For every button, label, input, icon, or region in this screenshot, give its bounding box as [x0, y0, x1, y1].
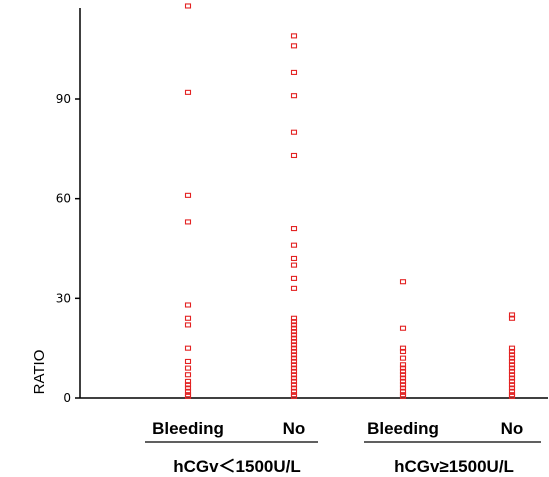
data-point [399, 368, 407, 374]
data-point [399, 345, 407, 351]
data-point [399, 355, 407, 361]
data-point [290, 388, 298, 394]
category-label: Bleeding [152, 419, 224, 438]
y-tick-label: 90 [56, 92, 71, 106]
data-point [290, 319, 298, 325]
data-point [184, 3, 192, 9]
data-point [290, 355, 298, 361]
data-point [290, 242, 298, 248]
data-point [399, 393, 407, 399]
data-point [399, 388, 407, 394]
data-point [399, 372, 407, 378]
data-point [399, 325, 407, 331]
data-point [290, 365, 298, 371]
data-point [399, 362, 407, 368]
data-point [290, 152, 298, 159]
data-point [290, 368, 298, 374]
data-point [184, 372, 192, 378]
category-label: No [283, 419, 306, 438]
data-point [290, 362, 298, 368]
data-point [508, 368, 516, 374]
data-point [290, 325, 298, 331]
data-point [290, 345, 298, 351]
data-point [290, 93, 298, 99]
data-point [184, 393, 192, 399]
data-point [508, 365, 516, 371]
y-tick-label: 0 [63, 391, 71, 405]
data-point [508, 388, 516, 394]
data-point [290, 372, 298, 378]
data-point [290, 382, 298, 388]
data-point [290, 226, 298, 232]
data-point [399, 279, 407, 285]
data-point [508, 375, 516, 381]
data-point [184, 345, 192, 351]
group-label: hCGv≥1500U/L [394, 457, 514, 476]
data-point [508, 358, 516, 365]
data-point [508, 355, 516, 361]
data-point [184, 365, 192, 371]
data-point [290, 262, 298, 268]
data-point [508, 315, 516, 321]
data-point [508, 352, 516, 358]
data-point [399, 348, 407, 355]
data-point [399, 378, 407, 384]
data-point [508, 345, 516, 351]
data-point [184, 192, 192, 198]
data-point [290, 43, 298, 49]
data-point [290, 378, 298, 384]
data-point [508, 348, 516, 355]
data-point [290, 385, 298, 391]
data-point [508, 312, 516, 318]
data-point [399, 385, 407, 391]
data-point [508, 362, 516, 368]
data-point [399, 382, 407, 388]
data-point [508, 385, 516, 391]
data-point [508, 382, 516, 388]
data-point [290, 332, 298, 338]
data-point [290, 275, 298, 281]
data-point [290, 33, 298, 39]
data-point [184, 322, 192, 328]
data-point [508, 393, 516, 399]
data-point [508, 378, 516, 384]
data-point [290, 393, 298, 399]
data-point [184, 388, 192, 394]
data-point [184, 382, 192, 388]
data-point [290, 285, 298, 291]
data-point [184, 358, 192, 365]
data-point [508, 372, 516, 378]
data-point [290, 255, 298, 262]
group-label: hCGv＜1500U/L [173, 457, 301, 476]
data-point [184, 385, 192, 391]
data-point [290, 329, 298, 335]
data-point [184, 219, 192, 225]
data-point [290, 348, 298, 355]
data-point [290, 342, 298, 348]
data-point [290, 375, 298, 381]
y-tick-label: 60 [56, 192, 71, 206]
data-point [184, 315, 192, 321]
category-label: No [501, 419, 524, 438]
data-point [184, 378, 192, 384]
data-point [184, 89, 192, 95]
data-point [399, 375, 407, 381]
data-point [184, 302, 192, 308]
category-label: Bleeding [367, 419, 439, 438]
y-axis-title: RATIO [31, 350, 48, 395]
data-point [290, 335, 298, 341]
data-point [290, 352, 298, 358]
y-tick-label: 30 [56, 291, 71, 305]
data-point [290, 358, 298, 365]
data-point [290, 322, 298, 328]
data-point [290, 338, 298, 345]
data-point [290, 129, 298, 135]
data-point [290, 315, 298, 321]
data-point [399, 365, 407, 371]
data-point [290, 69, 298, 75]
